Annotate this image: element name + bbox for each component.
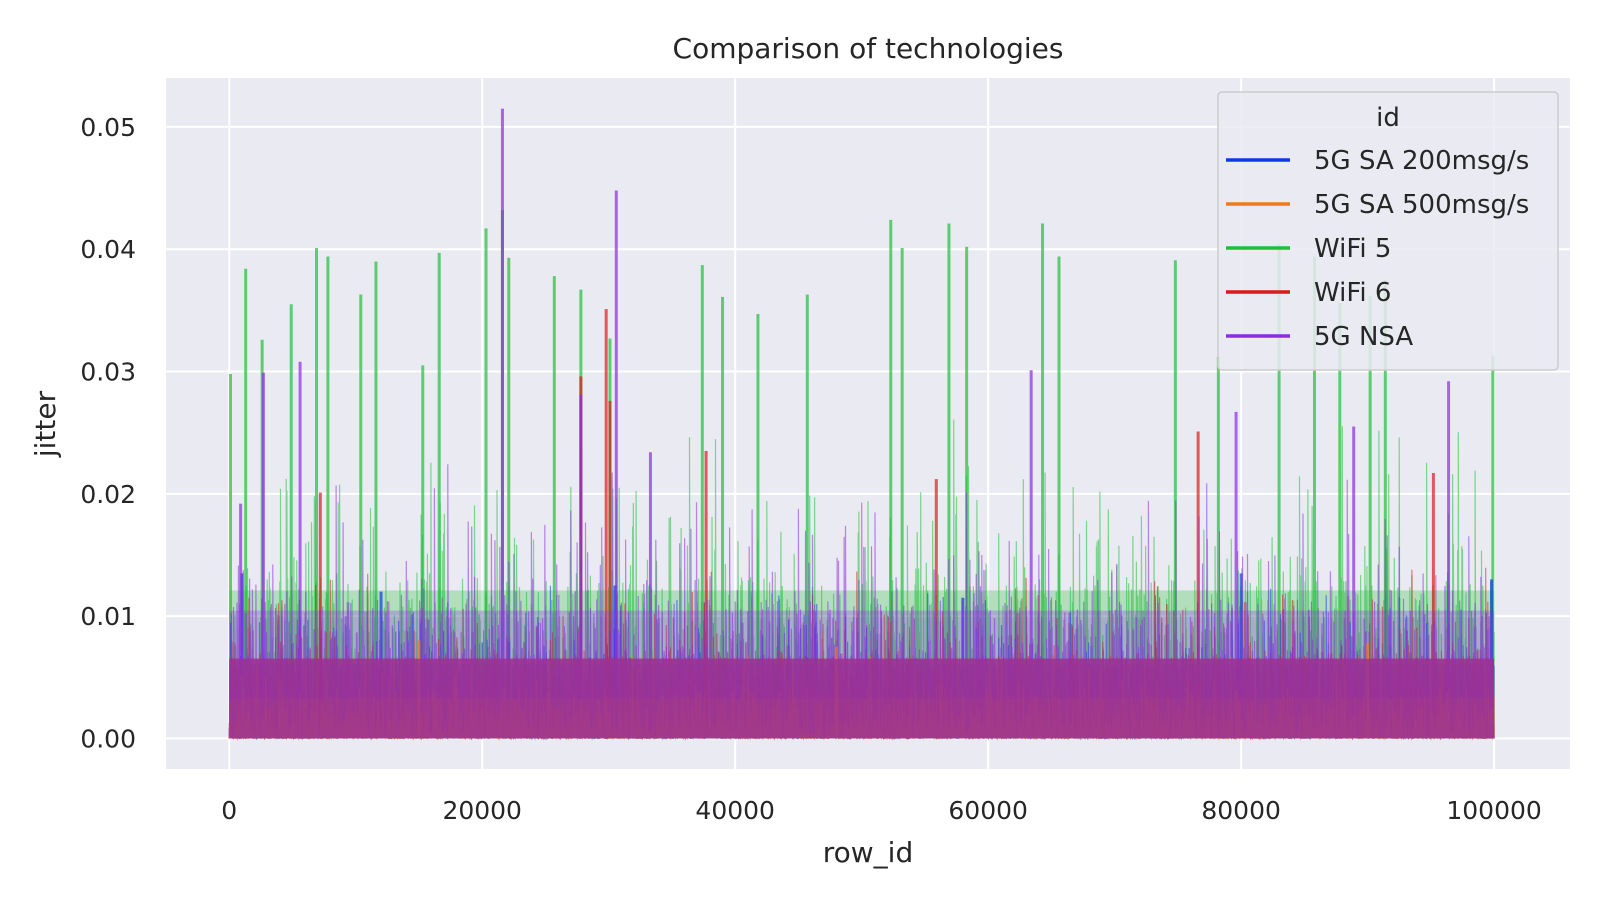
y-tick-label: 0.00 bbox=[80, 724, 136, 753]
y-tick-label: 0.04 bbox=[80, 235, 136, 264]
legend-label: WiFi 6 bbox=[1314, 278, 1391, 308]
y-tick-label: 0.05 bbox=[80, 113, 136, 142]
y-tick-label: 0.02 bbox=[80, 480, 136, 509]
y-tick-label: 0.01 bbox=[80, 602, 136, 631]
legend-label: 5G NSA bbox=[1314, 322, 1413, 352]
legend: id 5G SA 200msg/s 5G SA 500msg/s WiFi 5 WiF… bbox=[1218, 92, 1558, 370]
legend-label: WiFi 5 bbox=[1314, 234, 1391, 264]
x-tick-label: 40000 bbox=[695, 796, 775, 825]
legend-label: 5G SA 200msg/s bbox=[1314, 146, 1529, 176]
x-axis-label: row_id bbox=[823, 836, 913, 869]
x-tick-label: 0 bbox=[221, 796, 237, 825]
x-tick-label: 80000 bbox=[1201, 796, 1281, 825]
x-tick-label: 100000 bbox=[1446, 796, 1541, 825]
legend-title: id bbox=[1376, 103, 1400, 133]
chart-title: Comparison of technologies bbox=[673, 32, 1064, 65]
overlap-band bbox=[229, 659, 1494, 738]
y-axis-label: jitter bbox=[29, 390, 62, 458]
x-tick-label: 60000 bbox=[948, 796, 1028, 825]
y-tick-label: 0.03 bbox=[80, 358, 136, 387]
x-tick-label: 20000 bbox=[442, 796, 522, 825]
legend-label: 5G SA 500msg/s bbox=[1314, 190, 1529, 220]
